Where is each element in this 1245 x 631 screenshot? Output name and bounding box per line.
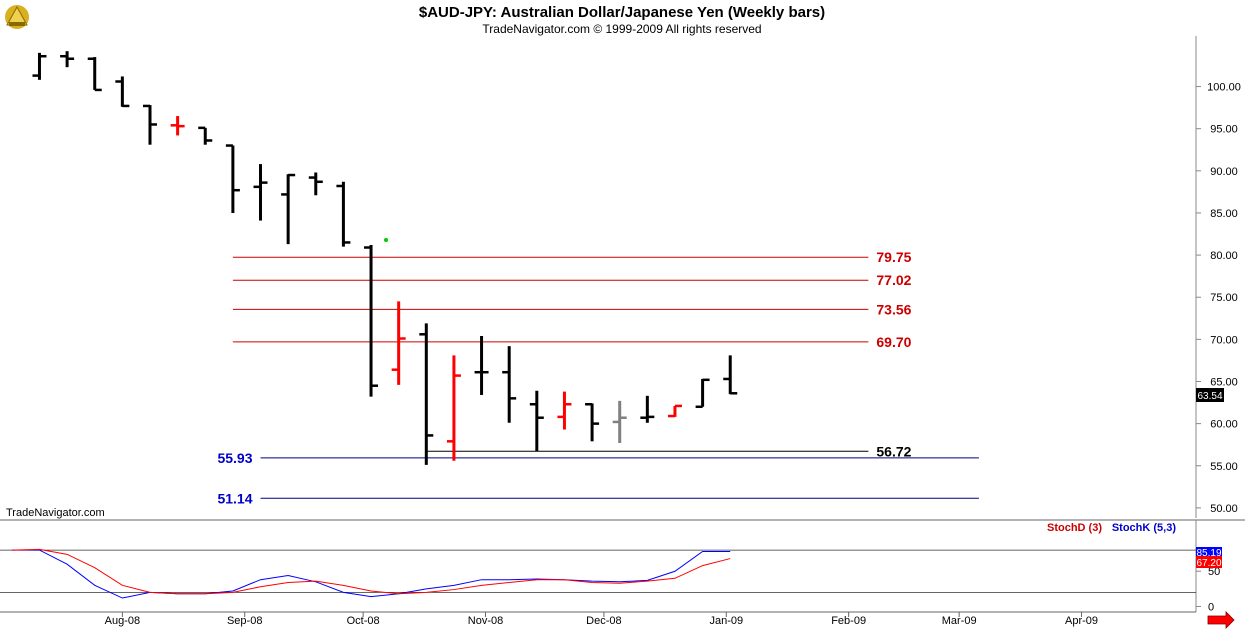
y-tick-label: 75.00 (1210, 292, 1238, 304)
level-label: 73.56 (876, 301, 911, 317)
y-tick-label: 55.00 (1210, 461, 1238, 473)
price-levels: 79.75 77.02 73.56 69.70 56.72 55.93 51.14 (217, 249, 979, 506)
ohlc-bar (364, 244, 379, 397)
level-label: 69.70 (876, 334, 911, 350)
x-tick-label: Feb-09 (831, 615, 866, 627)
last-price-box (1196, 388, 1224, 402)
price-axis: 100.00 95.00 90.00 85.00 80.00 75.00 70.00 65.0… (1196, 82, 1241, 515)
ohlc-bar (667, 404, 682, 418)
scroll-right-arrow-icon[interactable] (1207, 611, 1235, 629)
ohlc-bar (585, 402, 600, 442)
ohlc-bar (170, 116, 185, 136)
ohlc-bar (60, 51, 75, 68)
ohlc-bar (557, 391, 572, 430)
level-label: 51.14 (217, 490, 252, 506)
ohlc-bar (198, 126, 213, 145)
y-tick-label: 95.00 (1210, 124, 1238, 136)
stoch-k-value: 85.19 (1196, 548, 1221, 559)
chart-subtitle: TradeNavigator.com © 1999-2009 All right… (482, 22, 761, 36)
ohlc-bar (446, 355, 461, 461)
y-tick-label: 65.00 (1210, 376, 1238, 388)
ohlc-bar (723, 355, 738, 395)
x-tick-label: Apr-09 (1065, 615, 1098, 627)
last-price-label: 63.54 (1197, 391, 1222, 402)
y-tick-label: 100.00 (1207, 82, 1241, 94)
price-bars (32, 51, 738, 465)
ohlc-bar (640, 395, 655, 423)
logo-icon (5, 5, 29, 29)
level-label: 79.75 (876, 249, 911, 265)
ohlc-bar (391, 301, 406, 385)
stoch-k-value-box (1196, 547, 1222, 557)
stoch-line-d (11, 548, 731, 595)
legend-stoch-k: StochK (5,3) (1112, 522, 1177, 534)
x-tick-label: Aug-08 (105, 615, 140, 627)
y-tick-label: 60.00 (1210, 419, 1238, 431)
level-label: 56.72 (876, 443, 911, 459)
watermark: TradeNavigator.com (6, 507, 105, 519)
ohlc-bar (308, 172, 323, 196)
ohlc-bar (142, 104, 157, 145)
x-tick-label: Sep-08 (227, 615, 262, 627)
stoch-d-value: 67.20 (1196, 558, 1221, 569)
ohlc-bar (336, 181, 351, 247)
stoch-tick-label: 0 (1208, 601, 1214, 613)
y-tick-label: 50.00 (1210, 503, 1238, 515)
x-tick-label: Nov-08 (468, 615, 503, 627)
stoch-d-value-box (1196, 556, 1222, 568)
x-tick-label: Jan-09 (709, 615, 743, 627)
y-tick-label: 90.00 (1210, 166, 1238, 178)
y-tick-label: 70.00 (1210, 334, 1238, 346)
ohlc-bar (502, 346, 517, 423)
ohlc-bar (87, 57, 102, 92)
level-label: 55.93 (217, 450, 252, 466)
x-tick-label: Mar-09 (942, 615, 977, 627)
date-axis: Aug-08 Sep-08 Oct-08 Nov-08 Dec-08 Jan-09 Feb-… (105, 612, 1098, 627)
ohlc-bar (612, 400, 627, 444)
ohlc-bar (474, 335, 489, 395)
x-tick-label: Oct-08 (347, 615, 380, 627)
ohlc-bar (225, 144, 240, 213)
ohlc-bar (695, 378, 710, 409)
ohlc-bar (253, 164, 268, 221)
stoch-tick-label: 50 (1208, 566, 1220, 578)
stoch-lines (11, 548, 731, 599)
ohlc-bar (529, 390, 544, 452)
price-panel: 100.00 95.00 90.00 85.00 80.00 75.00 70.00 65.0… (6, 36, 1241, 519)
x-tick-label: Dec-08 (586, 615, 621, 627)
ohlc-bar (32, 52, 47, 80)
ohlc-bar (419, 323, 434, 465)
level-label: 77.02 (876, 272, 911, 288)
legend-stoch-d: StochD (3) (1047, 522, 1102, 534)
stoch-line-k (11, 549, 731, 599)
ohlc-bar (115, 76, 130, 108)
y-tick-label: 85.00 (1210, 208, 1238, 220)
y-tick-label: 80.00 (1210, 250, 1238, 262)
stoch-axis: 50 0 (0, 549, 1220, 613)
chart-title: $AUD-JPY: Australian Dollar/Japanese Yen… (419, 4, 825, 21)
stochastic-panel: StochD (3) StochK (5,3) 50 0 85.19 67.20 (0, 520, 1222, 613)
ohlc-bar (281, 173, 296, 245)
signal-dot (384, 238, 388, 242)
